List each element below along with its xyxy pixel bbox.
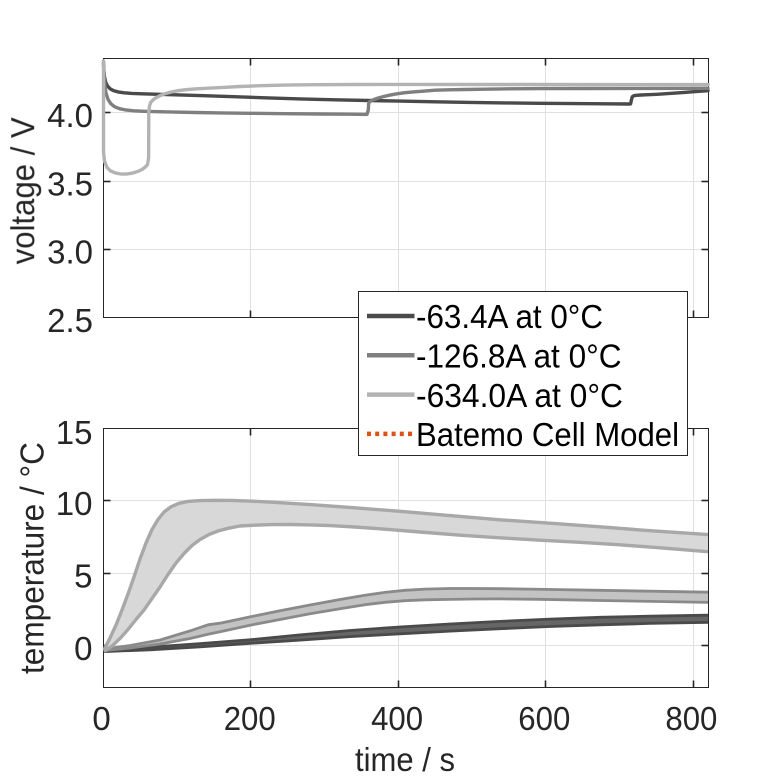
svg-text:temperature / °C: temperature / °C [14,442,51,674]
svg-text:-634.0A at 0°C: -634.0A at 0°C [416,377,623,414]
svg-text:0: 0 [92,700,110,737]
svg-text:15: 15 [56,414,93,451]
svg-text:400: 400 [371,700,423,737]
svg-text:-63.4A at 0°C: -63.4A at 0°C [416,298,603,335]
svg-text:0: 0 [74,630,92,667]
svg-text:voltage / V: voltage / V [4,117,41,264]
svg-text:800: 800 [665,700,717,737]
svg-text:200: 200 [224,700,276,737]
svg-text:10: 10 [56,485,93,522]
svg-text:2.5: 2.5 [47,302,93,339]
svg-text:Batemo Cell Model: Batemo Cell Model [416,416,679,453]
svg-text:3.5: 3.5 [47,165,93,202]
svg-text:4.0: 4.0 [47,97,93,134]
svg-text:-126.8A at 0°C: -126.8A at 0°C [416,337,622,374]
svg-text:600: 600 [518,700,570,737]
svg-text:5: 5 [74,558,92,595]
svg-text:3.0: 3.0 [47,234,93,271]
svg-text:time / s: time / s [355,741,455,778]
